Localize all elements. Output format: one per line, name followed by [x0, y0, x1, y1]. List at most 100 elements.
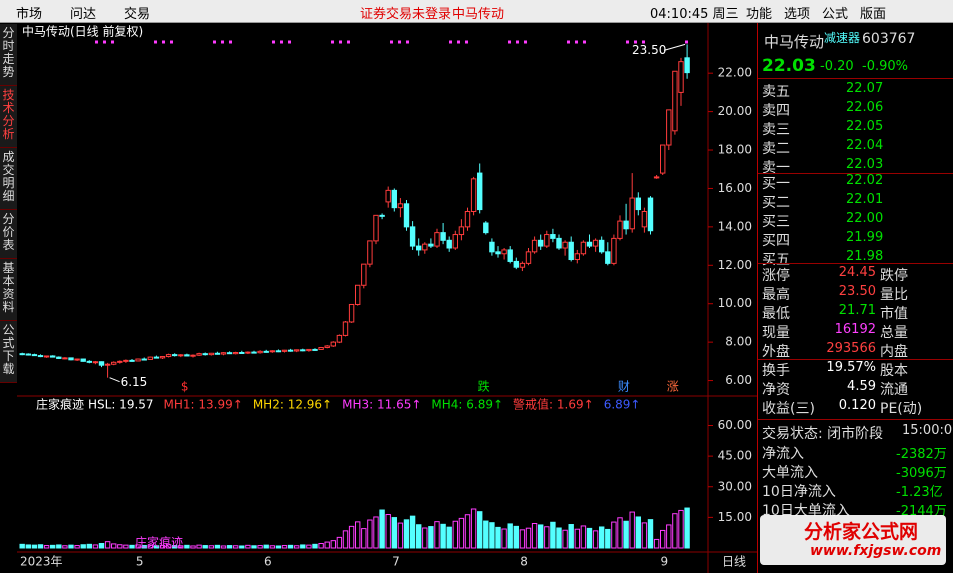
candle-body	[422, 243, 428, 251]
quote-panel: 中马传动 减速器 603767 22.03 -0.20 -0.90% 卖五 22.07 卖四 22…	[757, 23, 953, 573]
bar	[379, 509, 385, 549]
candle-body	[104, 363, 111, 366]
bid-price: 22.00	[846, 211, 884, 226]
candle-body	[74, 358, 80, 361]
price-change: -0.20	[820, 59, 854, 74]
candle-body	[184, 354, 190, 357]
candle-body	[367, 240, 373, 265]
stat-label: 现量	[762, 325, 790, 341]
candle-body	[19, 353, 25, 356]
candle-body	[580, 241, 587, 255]
menu-item[interactable]: 市场	[16, 7, 43, 22]
bar	[458, 517, 465, 549]
candle-body	[263, 350, 269, 353]
bar	[367, 519, 373, 549]
clock: 04:10:45 周三	[650, 7, 739, 22]
stat-value: 0.120	[838, 398, 876, 413]
menu-item[interactable]: 交易	[124, 7, 151, 22]
candle-body	[556, 237, 562, 249]
candle-body	[660, 144, 666, 174]
candle-body	[269, 350, 276, 353]
bar	[190, 545, 196, 549]
ask-price: 22.06	[846, 100, 884, 115]
bar	[50, 544, 56, 549]
bar	[483, 520, 489, 549]
stat-value: 293566	[826, 341, 876, 356]
candle-body	[220, 352, 227, 355]
candle-body	[525, 251, 532, 264]
bar	[239, 545, 245, 549]
stat-value: 21.71	[838, 303, 876, 318]
candle-body	[452, 234, 459, 249]
y-tick-label: 6.00	[725, 373, 752, 387]
bar	[477, 511, 483, 549]
candle-body	[153, 356, 160, 359]
candle-body	[25, 353, 32, 356]
candle-body	[544, 234, 550, 247]
bar	[361, 528, 367, 549]
bar	[104, 541, 111, 549]
candle-body	[306, 348, 312, 352]
side-tab[interactable]: 技术分析	[0, 86, 17, 148]
stat-label: 净资	[762, 382, 790, 398]
candle-body	[684, 57, 690, 74]
side-tab[interactable]: 成交明细	[0, 148, 17, 210]
bar	[446, 526, 452, 549]
y-tick-label: 60.00	[718, 418, 752, 432]
bar	[330, 540, 337, 549]
bar	[196, 544, 202, 549]
bar	[117, 544, 123, 549]
candle-body	[257, 350, 263, 354]
low-annotation: 6.15	[121, 375, 148, 389]
bar	[617, 517, 623, 549]
separator	[758, 78, 953, 79]
candle-body	[141, 358, 147, 361]
candle-body	[251, 351, 257, 354]
bar	[586, 527, 593, 549]
stat-label: 内盘	[880, 344, 908, 360]
stock-title: 中马传动	[452, 7, 505, 22]
bar	[678, 509, 684, 549]
side-tab[interactable]: 公式下载	[0, 321, 17, 383]
candle-body	[226, 352, 233, 355]
legend-item: 警戒值: 1.69↑	[513, 397, 594, 412]
stock-code: 603767	[862, 31, 916, 47]
bar	[599, 526, 605, 549]
bar	[605, 528, 611, 549]
stock-name: 中马传动	[764, 33, 825, 51]
bid-label: 买四	[762, 233, 790, 249]
bar	[660, 529, 666, 549]
stat-value: 4.59	[847, 379, 876, 394]
menu-item[interactable]: 问达	[70, 7, 97, 22]
side-tab[interactable]: 分价表	[0, 210, 17, 259]
bar	[538, 524, 544, 549]
x-tick-label: 9	[661, 555, 669, 569]
candle-body	[159, 356, 166, 359]
candle-body	[568, 241, 574, 261]
candle-body	[617, 220, 623, 239]
tool-item[interactable]: 选项	[784, 7, 811, 22]
side-tab[interactable]: 基本资料	[0, 259, 17, 321]
candle-body	[416, 245, 422, 251]
tool-item[interactable]: 公式	[822, 7, 849, 22]
ask-label: 卖一	[762, 160, 790, 176]
candle-body	[666, 109, 672, 146]
bar	[672, 513, 678, 549]
bar	[440, 523, 446, 549]
bar	[62, 545, 68, 549]
candle-body	[495, 251, 501, 255]
separator	[758, 263, 953, 264]
bar	[233, 545, 239, 549]
candle-body	[397, 203, 404, 209]
tool-item[interactable]: 版面	[860, 7, 887, 22]
side-tab[interactable]: 分时走势	[0, 24, 17, 86]
y-tick-label: 10.00	[718, 296, 752, 310]
bar	[544, 526, 550, 549]
candle-body	[641, 211, 648, 228]
candle-body	[373, 214, 379, 242]
tool-item[interactable]: 功能	[746, 7, 773, 22]
legend-item: MH4: 6.89↑	[431, 398, 503, 412]
flow-label: 大单流入	[762, 465, 818, 481]
stat-value: 16192	[834, 322, 876, 337]
candle-body	[355, 284, 361, 305]
